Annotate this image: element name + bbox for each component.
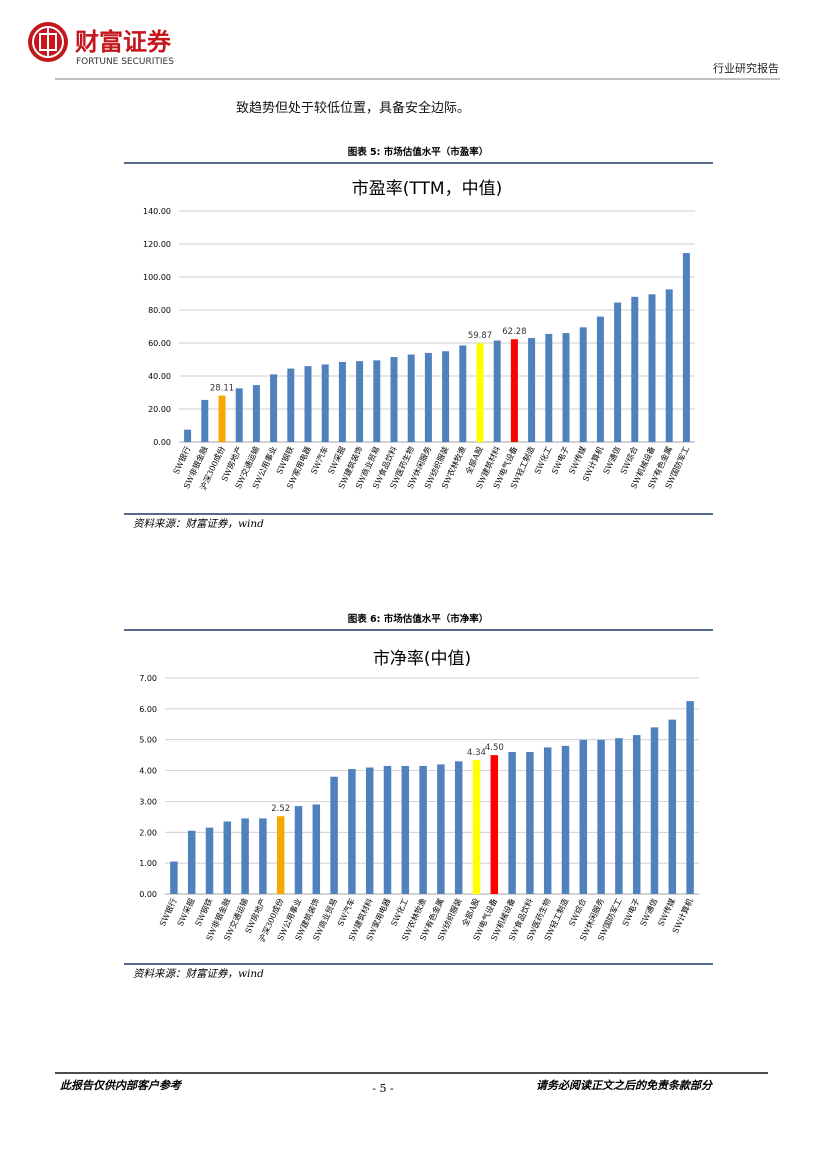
chart-title: 市净率(中值): [373, 649, 471, 669]
bar: [490, 755, 499, 894]
bar: [561, 745, 570, 894]
y-tick-label: 120.00: [143, 240, 171, 249]
bar: [348, 769, 356, 894]
bar: [442, 351, 450, 442]
bar: [235, 388, 243, 442]
data-label: 62.28: [502, 327, 526, 337]
bar: [682, 253, 690, 442]
report-type: 行业研究报告: [713, 61, 779, 75]
bar: [252, 385, 260, 442]
bar: [459, 345, 467, 442]
y-tick-label: 2.00: [139, 828, 157, 837]
bar: [543, 747, 552, 894]
bar: [508, 752, 516, 894]
figure-source: 资料来源：财富证券，wind: [133, 968, 264, 980]
data-label: 59.87: [468, 331, 492, 341]
bar: [373, 360, 381, 442]
bar: [294, 806, 303, 894]
y-tick-label: 4.00: [139, 767, 157, 776]
bar: [419, 765, 427, 894]
bar: [476, 343, 484, 442]
bar: [330, 776, 338, 894]
bar: [390, 357, 398, 442]
bar: [437, 764, 445, 894]
bar: [205, 827, 214, 894]
bar: [615, 738, 623, 894]
bar: [545, 333, 553, 442]
bar: [383, 765, 392, 894]
bar: [632, 735, 641, 894]
data-label: 4.50: [485, 743, 504, 753]
bar: [187, 830, 196, 894]
bar: [218, 395, 226, 442]
bar: [424, 352, 432, 442]
bar: [665, 289, 673, 442]
bar: [631, 296, 639, 442]
bar: [562, 333, 570, 442]
bar: [312, 804, 321, 894]
data-label: 28.11: [210, 384, 234, 394]
bar: [528, 338, 536, 442]
bar: [170, 861, 178, 894]
bar: [648, 294, 656, 442]
y-tick-label: 140.00: [143, 207, 171, 216]
bar: [356, 361, 364, 442]
data-label: 2.52: [271, 804, 290, 814]
y-tick-label: 100.00: [143, 273, 171, 282]
company-name: 财富证券: [75, 27, 172, 56]
bar: [338, 361, 346, 442]
bar: [614, 302, 622, 442]
bar: [668, 719, 677, 894]
bar: [401, 765, 410, 894]
chart-title: 市盈率(TTM，中值): [352, 179, 502, 199]
data-label: 4.34: [467, 748, 486, 758]
bar: [407, 354, 415, 442]
y-tick-label: 60.00: [148, 339, 171, 348]
footer-right: 请务必阅读正文之后的免责条款部分: [536, 1079, 714, 1092]
bar: [270, 374, 278, 442]
bar: [184, 429, 192, 442]
figure-caption: 图表 6: 市场估值水平（市净率）: [348, 613, 489, 625]
bar: [650, 727, 659, 894]
figure-source: 资料来源：财富证券，wind: [133, 518, 264, 530]
bar: [493, 340, 501, 442]
bar: [579, 327, 587, 442]
bar: [304, 366, 312, 442]
bar: [454, 761, 463, 894]
bar: [321, 364, 329, 442]
bar: [579, 739, 588, 894]
page-number: - 5 -: [372, 1082, 394, 1095]
y-tick-label: 3.00: [139, 797, 157, 806]
y-tick-label: 0.00: [139, 890, 157, 899]
y-tick-label: 0.00: [153, 438, 171, 447]
logo: [28, 22, 68, 62]
bar: [259, 818, 267, 894]
bar: [526, 752, 534, 894]
bar: [686, 701, 694, 894]
bar: [201, 399, 209, 442]
bar: [596, 316, 604, 442]
bar: [510, 339, 518, 442]
figure-caption: 图表 5: 市场估值水平（市盈率）: [348, 146, 489, 158]
bar: [241, 818, 249, 894]
body-text: 致趋势但处于较低位置，具备安全边际。: [236, 100, 470, 116]
bar: [472, 760, 481, 894]
bar: [365, 767, 374, 894]
footer-left: 此报告仅供内部客户参考: [60, 1079, 183, 1092]
bar: [597, 739, 605, 894]
company-name-en: FORTUNE SECURITIES: [76, 57, 174, 67]
bar: [287, 368, 295, 442]
bar: [276, 816, 285, 894]
y-tick-label: 6.00: [139, 705, 157, 714]
y-tick-label: 1.00: [139, 859, 157, 868]
bar: [223, 821, 232, 894]
y-tick-label: 40.00: [148, 372, 171, 381]
y-tick-label: 20.00: [148, 405, 171, 414]
y-tick-label: 80.00: [148, 306, 171, 315]
y-tick-label: 7.00: [139, 674, 157, 683]
y-tick-label: 5.00: [139, 736, 157, 745]
